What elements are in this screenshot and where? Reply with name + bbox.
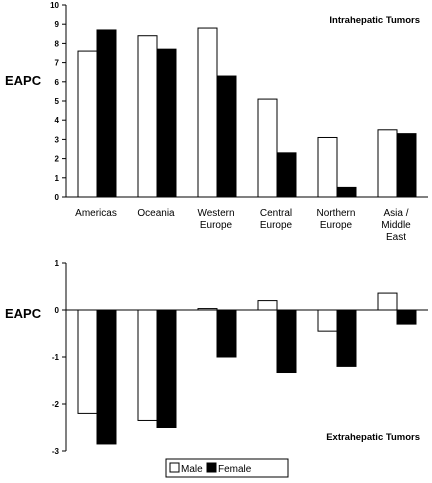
top-y-tick-label: 9 [55,20,60,29]
legend-male-swatch [169,462,180,473]
bottom-bar-female [216,309,237,358]
category-label: Americas [75,208,117,219]
top-bar-female [396,133,417,198]
top-bar-male [377,129,398,198]
bottom-y-tick-label: -1 [52,353,60,362]
category-label: Central Europe [260,208,293,231]
bottom-y-tick-label: 0 [55,306,60,315]
top-bar-female [96,29,117,198]
top-panel-title: Intrahepatic Tumors [329,15,420,26]
bottom-panel-title: Extrahepatic Tumors [326,432,420,443]
bottom-bar-male [77,309,98,414]
category-label: Asia / Middle East [381,208,411,243]
top-bar-male [197,27,218,198]
top-y-tick-label: 7 [55,59,60,68]
bottom-bar-male [197,308,218,311]
top-y-tick-label: 2 [55,155,60,164]
bottom-bar-male [137,309,158,421]
top-y-tick-label: 8 [55,39,60,48]
top-y-tick-label: 3 [55,135,60,144]
bottom-bar-female [156,309,177,428]
category-label: Oceania [137,208,175,219]
bottom-y-tick-label: -2 [52,400,60,409]
bottom-bar-male [317,309,338,332]
bottom-bar-male [377,292,398,311]
bottom-bar-female [276,309,297,374]
extrahepatic-panel: EAPC Extrahepatic Tumors 1 0 -1 -2 -3 [5,259,428,456]
top-y-tick-label: 10 [50,1,59,10]
top-bar-female [156,48,177,198]
bottom-bar-male [257,300,278,311]
bottom-bar-female [396,309,417,325]
top-y-axis-label: EAPC [5,73,42,88]
top-y-tick-label: 5 [55,97,60,106]
top-y-tick-label: 1 [55,174,60,183]
legend-female-label: Female [218,464,252,475]
top-bar-male [137,35,158,198]
intrahepatic-panel: EAPC Intrahepatic Tumors 0 1 2 3 4 5 6 7 8 9 10 Am… [5,1,428,243]
top-bar-male [257,98,278,198]
bottom-y-axis-label: EAPC [5,306,42,321]
bottom-bar-female [336,309,357,367]
legend-box [165,458,289,478]
top-y-tick-label: 6 [55,78,60,87]
category-label: Western Europe [197,208,234,231]
top-bar-male [317,136,338,198]
legend-male-label: Male [181,464,203,475]
top-y-tick-label: 4 [55,116,60,125]
legend-female-swatch [206,462,217,473]
top-y-tick-label: 0 [55,193,60,202]
top-bar-female [276,152,297,198]
bottom-y-tick-label: -3 [52,447,60,456]
top-bar-female [336,186,357,198]
top-bar-male [77,50,98,198]
legend: Male Female [165,458,289,478]
category-label: Northern Europe [317,208,356,231]
bottom-y-tick-label: 1 [55,259,60,268]
bottom-bar-female [96,309,117,445]
top-bar-female [216,75,237,198]
